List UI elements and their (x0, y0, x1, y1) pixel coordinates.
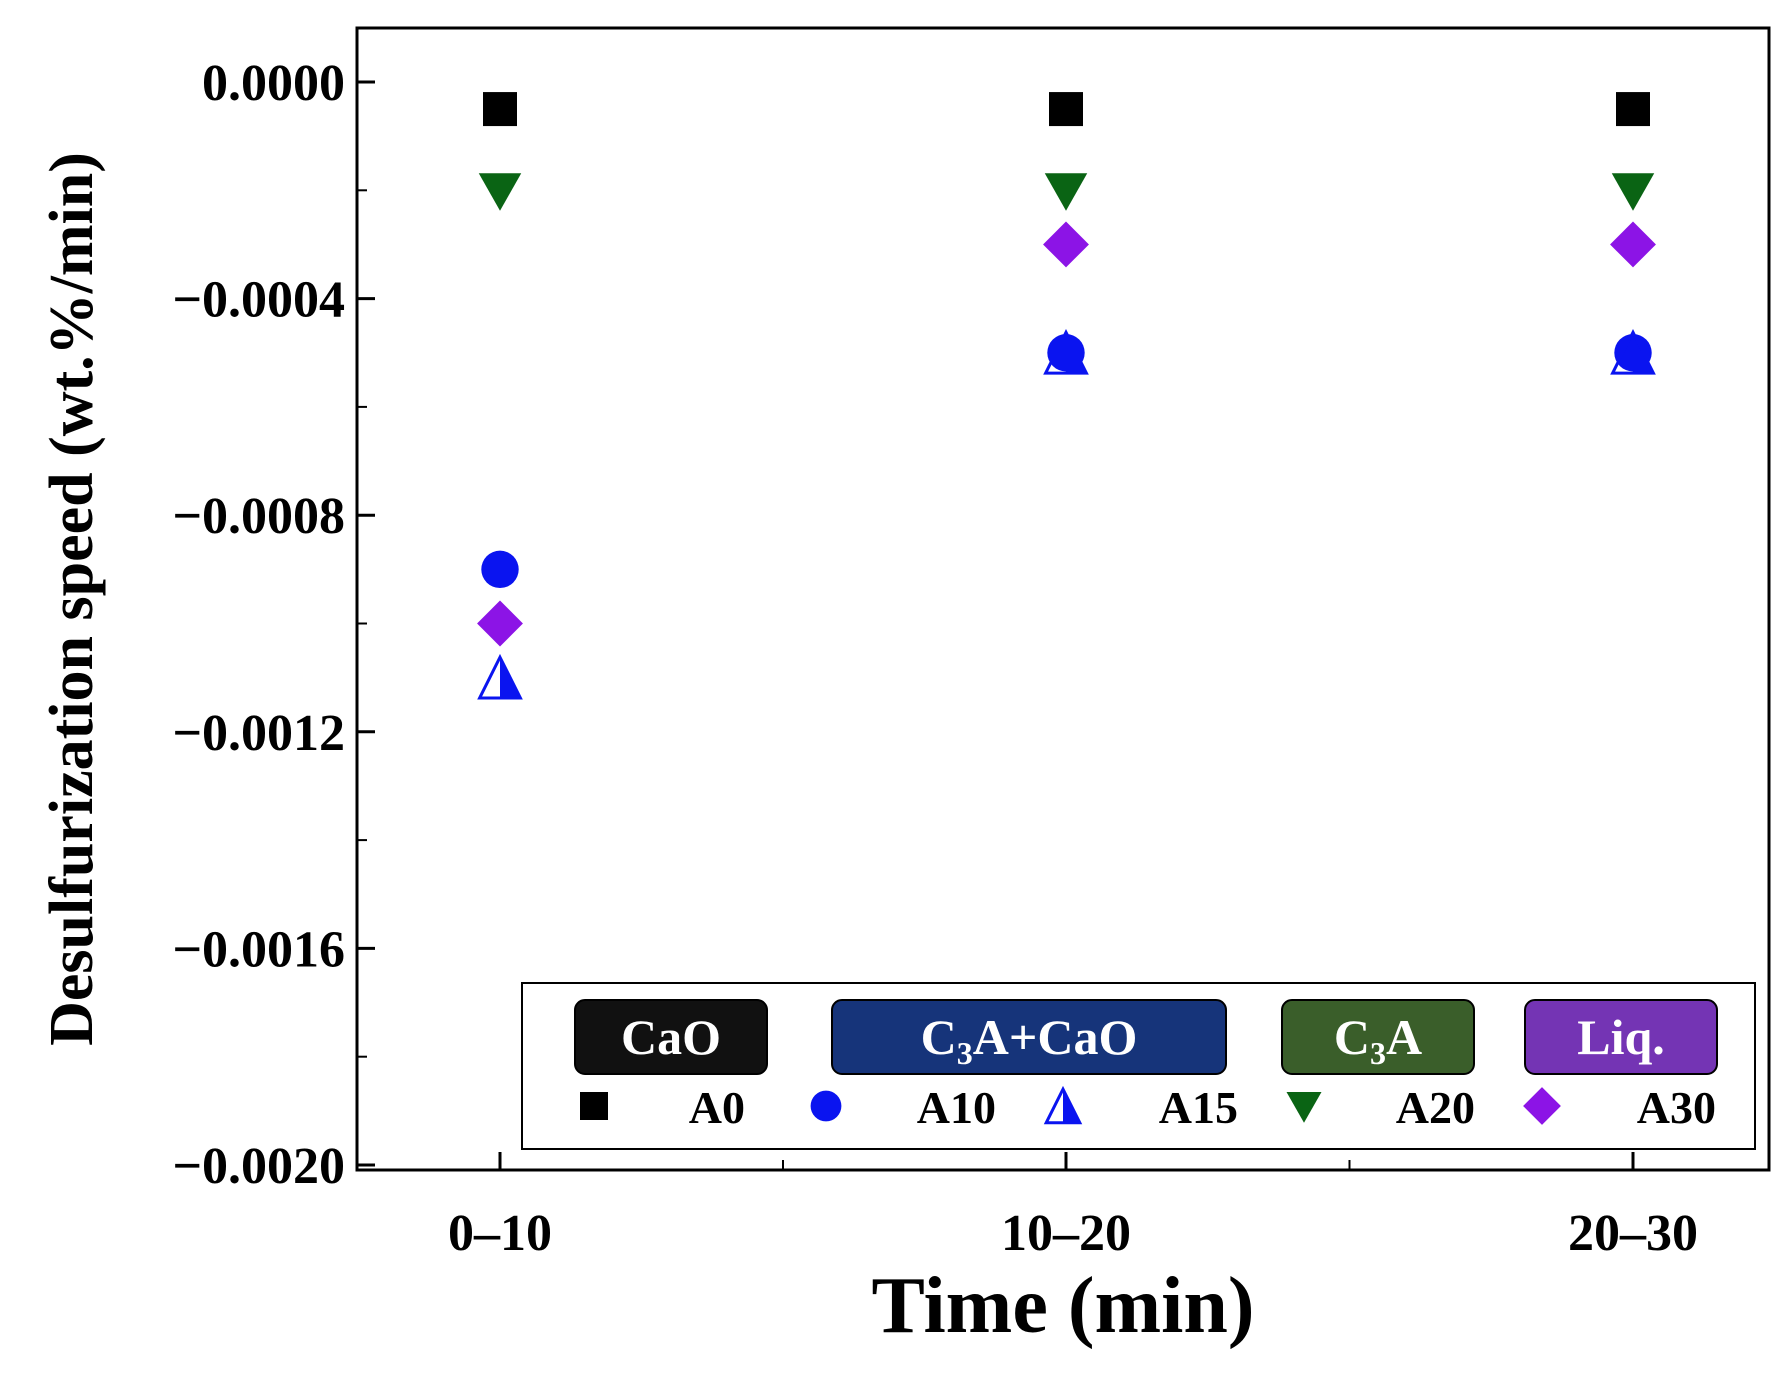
legend-entries: A0 A10 A15 A20 A30 (580, 1082, 1716, 1133)
legend-marker-A0 (580, 1092, 608, 1120)
point-A10-0–10 (481, 550, 519, 589)
legend-group-background (574, 999, 768, 1075)
legend-group-label-pre: C (1334, 1009, 1370, 1065)
point-A15-0–10-shape (477, 653, 523, 700)
legend-group-badge: Liq. (1524, 999, 1718, 1075)
legend-group-badge: C3A (1281, 999, 1475, 1075)
point-A15-10–20 (1043, 328, 1089, 375)
point-A30-20–30-shape (1610, 221, 1656, 268)
legend-marker-A20-shape (1286, 1092, 1322, 1123)
point-A20-0–10 (478, 173, 522, 211)
legend-marker-A30 (1523, 1087, 1561, 1125)
legend-marker-A10 (810, 1090, 842, 1122)
legend-entry-label: A15 (1159, 1082, 1238, 1133)
legend-group-label-post: A (1386, 1009, 1422, 1065)
point-A20-0–10-shape (478, 173, 522, 211)
legend-group-label: Liq. (1577, 1009, 1665, 1065)
point-A30-20–30 (1610, 221, 1656, 268)
legend-marker-A15 (1043, 1085, 1083, 1125)
legend-group-label: C3A (1334, 1009, 1422, 1071)
point-A20-10–20-shape (1044, 173, 1088, 211)
legend-group-badge: C3A+CaO (831, 999, 1227, 1075)
point-A30-0–10-shape (477, 600, 523, 647)
y-tick-label: −0.0020 (172, 1138, 345, 1195)
point-A0-20–30 (1616, 92, 1650, 127)
legend-marker-A20 (1286, 1092, 1322, 1123)
legend-entry-label: A10 (917, 1082, 996, 1133)
point-A0-0–10-shape (483, 92, 517, 127)
x-tick-label: 10–20 (1001, 1205, 1131, 1262)
y-axis-title-main: Desulfurization speed (wt.%/min) (38, 152, 106, 1046)
legend-marker-A30-shape (1523, 1087, 1561, 1125)
point-A0-20–30-shape (1616, 92, 1650, 127)
legend-marker-A0-shape (580, 1092, 608, 1120)
legend-entry-A0: A0 (580, 1082, 745, 1133)
point-A15-10–20-shape (1043, 328, 1089, 375)
legend-group-label-post: A+CaO (973, 1009, 1138, 1065)
point-A15-20–30 (1610, 328, 1656, 375)
legend-entry-A20: A20 (1286, 1082, 1475, 1133)
point-A20-10–20 (1044, 173, 1088, 211)
legend-marker-A15-shape (1043, 1085, 1083, 1125)
x-tick-label: 20–30 (1568, 1205, 1698, 1262)
legend-group-label-sub: 3 (957, 1035, 973, 1071)
legend-groups: CaO C3A+CaO C3A Liq. (574, 999, 1718, 1075)
y-tick-label: 0.0000 (202, 55, 345, 112)
legend-group-label: C3A+CaO (921, 1009, 1138, 1071)
y-tick-label: −0.0004 (172, 272, 345, 329)
y-axis: 0.0000 −0.0004 −0.0008 −0.0012 −0.0016 −0.002… (172, 55, 375, 1195)
legend-entry-label: A30 (1637, 1082, 1716, 1133)
y-tick-label: −0.0016 (172, 921, 345, 978)
legend-entry-label: A0 (689, 1082, 745, 1133)
legend-entry-label: A20 (1396, 1082, 1475, 1133)
x-axis: 0–10 10–20 20–30 (448, 1152, 1698, 1262)
point-A0-0–10 (483, 92, 517, 127)
y-tick-label: −0.0012 (172, 705, 345, 762)
legend-entry-A10: A10 (810, 1082, 996, 1133)
x-tick-label: 0–10 (448, 1205, 552, 1262)
legend-group-background (1281, 999, 1475, 1075)
legend-group-background (831, 999, 1227, 1075)
data-points (477, 92, 1656, 700)
y-axis-title: Desulfurization speed (wt.%/min) (38, 152, 106, 1046)
legend-group-background (1524, 999, 1718, 1075)
point-A10-0–10-shape (481, 550, 519, 589)
legend-group-badge: CaO (574, 999, 768, 1075)
y-tick-label: −0.0008 (172, 488, 345, 545)
legend-group-label-pre: C (921, 1009, 957, 1065)
point-A20-20–30-shape (1611, 173, 1655, 211)
legend-entry-A30: A30 (1523, 1082, 1716, 1133)
point-A30-0–10 (477, 600, 523, 647)
plot-area (355, 26, 1771, 1172)
legend-group-label-sub: 3 (1370, 1035, 1386, 1071)
legend-group-label: CaO (621, 1009, 721, 1065)
legend-marker-A10-shape (810, 1090, 842, 1122)
point-A30-10–20 (1043, 221, 1089, 268)
point-A15-0–10 (477, 653, 523, 700)
point-A30-10–20-shape (1043, 221, 1089, 268)
point-A0-10–20-shape (1049, 92, 1083, 127)
legend-entry-A15: A15 (1043, 1082, 1238, 1133)
x-axis-title: Time (min) (872, 1262, 1255, 1350)
legend: CaO C3A+CaO C3A Liq. A0 A10 A15 A20 A30 (521, 982, 1756, 1150)
point-A20-20–30 (1611, 173, 1655, 211)
point-A0-10–20 (1049, 92, 1083, 127)
point-A15-20–30-shape (1610, 328, 1656, 375)
